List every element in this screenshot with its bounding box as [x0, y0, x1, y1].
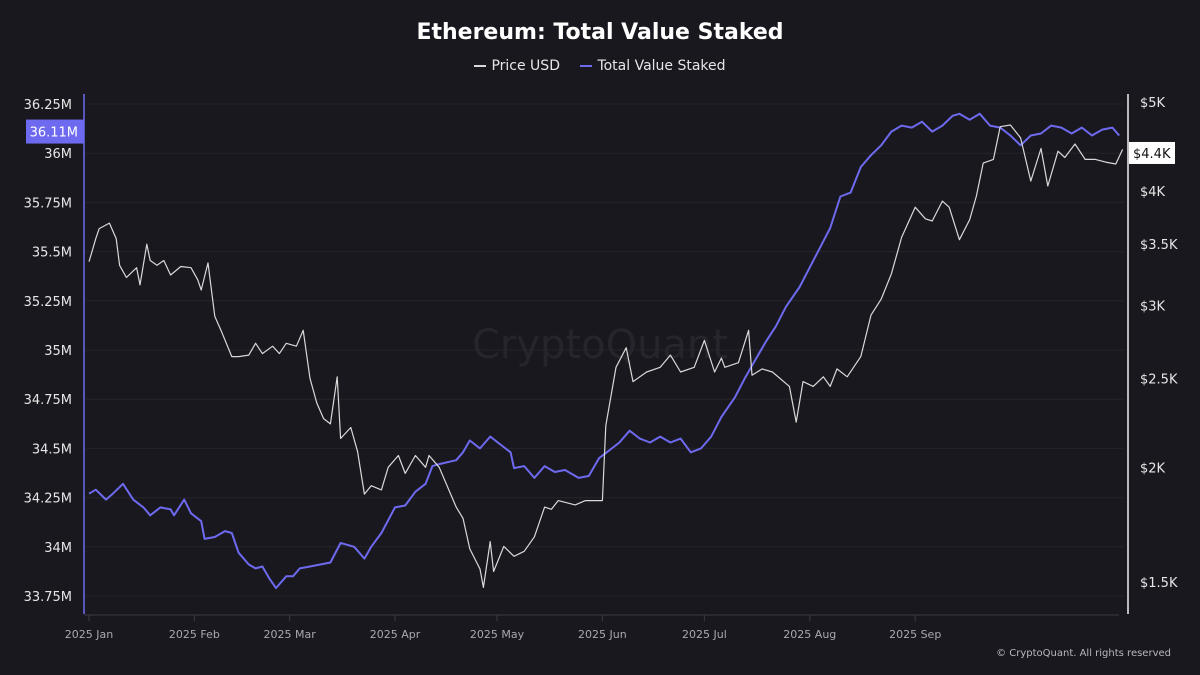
watermark: CryptoQuant: [472, 322, 728, 368]
copyright-text: © CryptoQuant. All rights reserved: [996, 648, 1171, 659]
right-current-badge: [1129, 141, 1175, 164]
left-tick-label: 34.75M: [24, 393, 72, 408]
legend-label-price: Price USD: [491, 58, 560, 74]
left-axis: 36.25M 36M 35.75M 35.5M 35.25M 35M 34.75M 34.5M…: [24, 94, 85, 614]
left-current-label: 36.11M: [30, 126, 78, 141]
right-tick-label: $4K: [1140, 185, 1166, 200]
legend: Price USD Total Value Staked: [0, 58, 1200, 74]
right-tick-label: $3.5K: [1140, 238, 1178, 253]
legend-item-price[interactable]: Price USD: [474, 58, 560, 74]
left-tick-label: 35.25M: [24, 295, 72, 310]
x-tick-label: 2025 Jan: [65, 628, 113, 641]
series-line-total-value-staked: [88, 112, 1120, 590]
left-current-badge: [26, 119, 84, 144]
x-axis: 2025 Jan 2025 Feb 2025 Mar 2025 Apr 2025 May…: [65, 614, 1119, 641]
x-tick-label: 2025 May: [470, 628, 525, 641]
right-tick-label: $5K: [1140, 96, 1166, 111]
legend-label-tvs: Total Value Staked: [597, 58, 726, 74]
right-tick-label: $3K: [1140, 300, 1166, 315]
left-tick-label: 35.75M: [24, 196, 72, 211]
right-tick-label: $2K: [1140, 461, 1166, 476]
legend-swatch-price: [474, 65, 487, 67]
left-tick-label: 34M: [44, 541, 72, 556]
right-tick-label: $1.5K: [1140, 576, 1178, 591]
legend-swatch-tvs: [580, 65, 593, 67]
chart-title: Ethereum: Total Value Staked: [416, 20, 784, 45]
legend-item-tvs[interactable]: Total Value Staked: [580, 58, 726, 74]
x-tick-label: 2025 Feb: [169, 628, 220, 641]
x-tick-label: 2025 Jul: [682, 628, 727, 641]
left-tick-label: 35M: [44, 344, 72, 359]
left-tick-label: 34.5M: [32, 442, 72, 457]
right-current-label: $4.4K: [1133, 147, 1171, 162]
series-line-price-usd: [88, 124, 1124, 588]
left-tick-label: 35.5M: [32, 246, 72, 261]
series-lines: [88, 112, 1124, 590]
x-tick-label: 2025 Apr: [370, 628, 421, 641]
x-tick-label: 2025 Aug: [783, 628, 836, 641]
left-tick-label: 36.25M: [24, 98, 72, 113]
right-axis: $5K $4K $3.5K $3K $2.5K $2K $1.5K $4.4K: [1127, 94, 1178, 614]
x-tick-label: 2025 Jun: [578, 628, 627, 641]
left-tick-label: 33.75M: [24, 590, 72, 605]
left-tick-label: 36M: [44, 147, 72, 162]
right-tick-label: $2.5K: [1140, 372, 1178, 387]
x-tick-label: 2025 Sep: [889, 628, 941, 641]
x-tick-label: 2025 Mar: [263, 628, 316, 641]
gridlines: [86, 103, 1123, 597]
left-tick-label: 34.25M: [24, 492, 72, 507]
